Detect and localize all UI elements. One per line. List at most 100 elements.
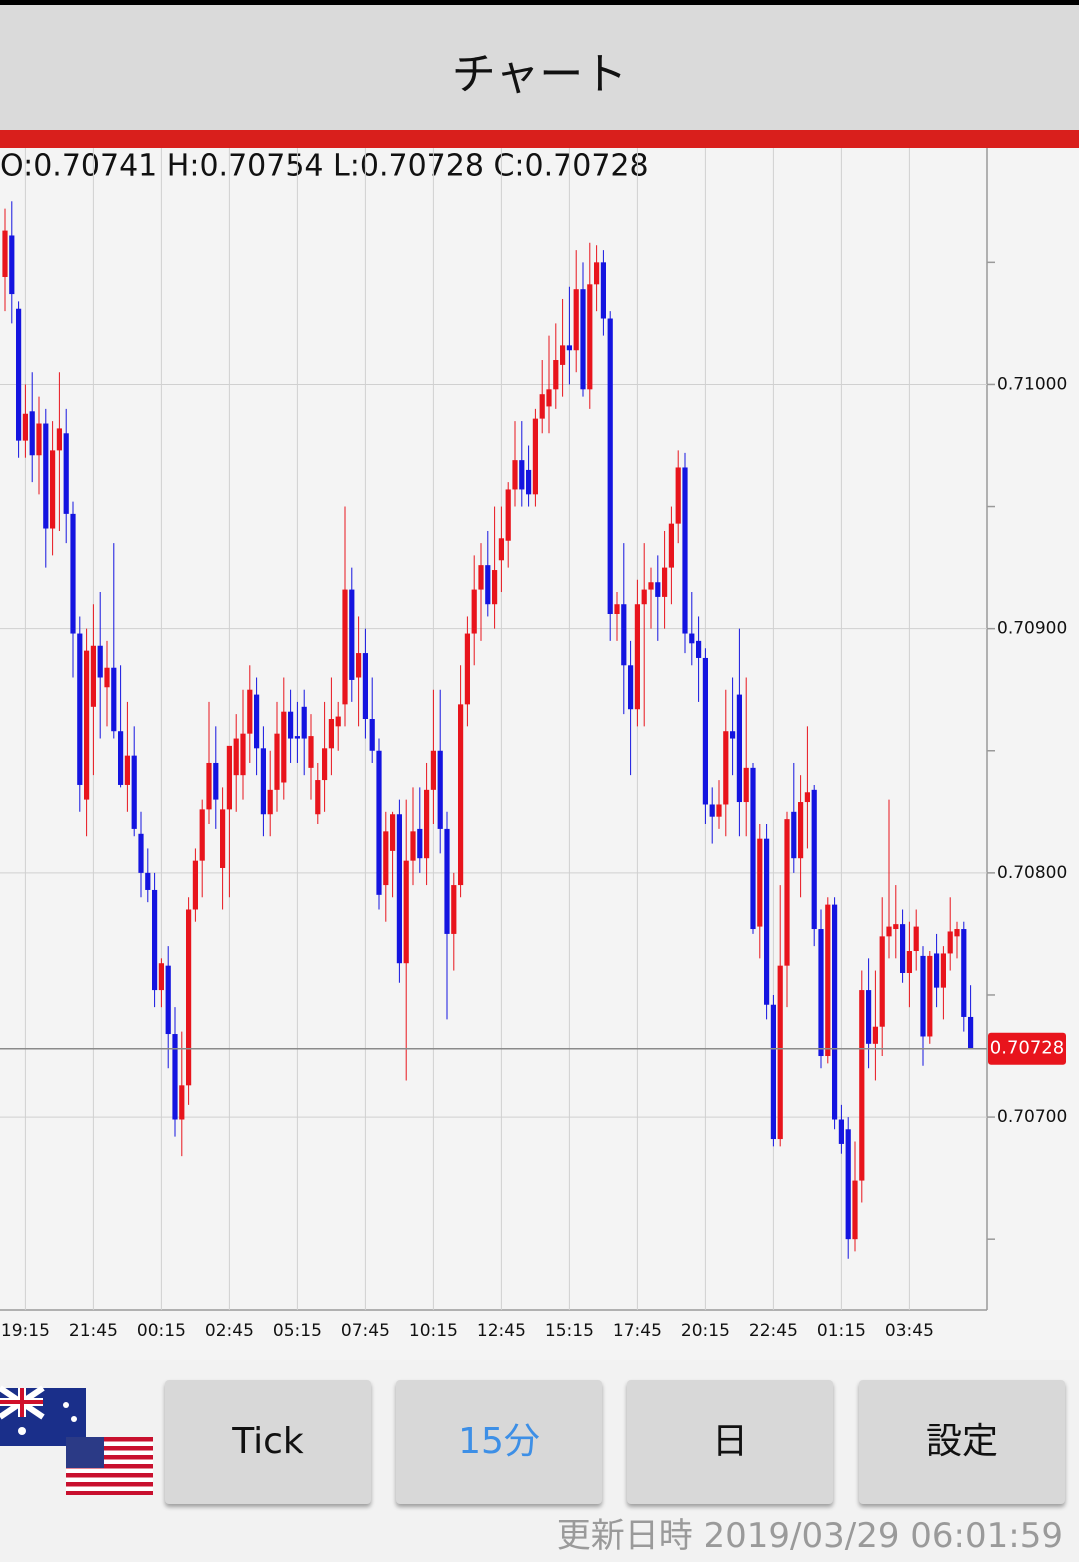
flag-stripe xyxy=(66,1464,153,1469)
chart-background xyxy=(0,148,1079,1360)
candle-body xyxy=(906,951,912,973)
candle-body xyxy=(532,418,538,495)
candle-body xyxy=(662,567,668,597)
candle-body xyxy=(866,990,872,1044)
candle-body xyxy=(274,733,280,790)
candle-body xyxy=(770,1004,776,1140)
candle-body xyxy=(818,929,824,1057)
flag-stripe xyxy=(0,1400,43,1404)
x-tick-label: 17:45 xyxy=(613,1321,662,1341)
candle-body xyxy=(927,955,933,1037)
candle-body xyxy=(376,750,382,895)
candle-body xyxy=(743,767,749,803)
candle-body xyxy=(512,460,518,490)
candle-body xyxy=(934,953,940,988)
candle-body xyxy=(566,345,572,351)
y-tick-label: 0.70800 xyxy=(997,863,1067,883)
x-tick-label: 20:15 xyxy=(681,1321,730,1341)
x-tick-label: 03:45 xyxy=(885,1321,934,1341)
flag-stripe xyxy=(66,1437,153,1442)
candle-body xyxy=(750,767,756,930)
candle-body xyxy=(403,860,409,964)
last-price-tag xyxy=(988,1032,1066,1065)
candle-body xyxy=(852,1180,858,1240)
candle-body xyxy=(335,716,341,727)
candle-body xyxy=(104,667,110,688)
candle-body xyxy=(281,711,287,783)
candle-body xyxy=(458,704,464,886)
candle-body xyxy=(179,1085,185,1120)
candle-body xyxy=(43,423,49,529)
flag-star xyxy=(18,1427,26,1435)
candle-body xyxy=(716,804,722,817)
candle-body xyxy=(220,809,226,868)
15min-button[interactable]: 15分 xyxy=(396,1380,602,1504)
candle-body xyxy=(723,731,729,805)
candle-body xyxy=(621,604,627,666)
header-title: チャート xyxy=(0,5,1079,130)
candle-body xyxy=(233,738,239,776)
us-flag xyxy=(66,1437,153,1495)
flag-star xyxy=(63,1402,69,1408)
flag-canton xyxy=(66,1437,104,1468)
x-tick-label: 07:45 xyxy=(341,1321,390,1341)
candle-body xyxy=(328,719,334,749)
candle-body xyxy=(478,565,484,590)
candle-body xyxy=(362,653,368,720)
candle-body xyxy=(492,570,498,605)
x-tick-label: 00:15 xyxy=(137,1321,186,1341)
candle-body xyxy=(947,931,953,954)
candle-body xyxy=(152,889,158,991)
tick-button[interactable]: Tick xyxy=(165,1380,371,1504)
candle-body xyxy=(56,428,62,451)
candle-body xyxy=(36,423,42,456)
flag-stripe xyxy=(66,1482,153,1487)
candle-body xyxy=(505,489,511,541)
candle-body xyxy=(192,860,198,910)
candle-body xyxy=(63,433,69,514)
candle-body xyxy=(417,828,423,859)
candle-body xyxy=(464,633,470,705)
x-tick-label: 15:15 xyxy=(545,1321,594,1341)
candle-body xyxy=(634,604,640,710)
candle-body xyxy=(546,389,552,407)
candle-body xyxy=(655,582,661,597)
x-tick-label: 02:45 xyxy=(205,1321,254,1341)
candle-body xyxy=(165,965,171,1035)
candle-body xyxy=(600,262,606,319)
candle-body xyxy=(124,755,130,785)
day-button[interactable]: 日 xyxy=(627,1380,833,1504)
candle-body xyxy=(254,694,260,749)
candle-body xyxy=(811,789,817,930)
candle-body xyxy=(648,582,654,590)
candle-body xyxy=(199,809,205,861)
candle-body xyxy=(369,719,375,751)
candle-body xyxy=(349,589,355,680)
candle-body xyxy=(798,802,804,859)
flag-star xyxy=(71,1416,77,1422)
candle-body xyxy=(954,929,960,937)
candle-body xyxy=(757,838,763,927)
candle-body xyxy=(131,755,137,829)
flag-stripe xyxy=(66,1455,153,1460)
candle-body xyxy=(294,736,300,739)
candle-body xyxy=(872,1026,878,1044)
candle-body xyxy=(913,926,919,952)
candle-body xyxy=(288,711,294,739)
flag-stripe xyxy=(66,1473,153,1478)
candle-body xyxy=(77,633,83,785)
x-tick-label: 21:45 xyxy=(69,1321,118,1341)
candle-body xyxy=(682,467,688,634)
settings-button[interactable]: 設定 xyxy=(859,1380,1065,1504)
candle-body xyxy=(526,469,532,495)
candle-body xyxy=(213,762,219,800)
candle-body xyxy=(444,828,450,934)
x-tick-label: 12:45 xyxy=(477,1321,526,1341)
candle-body xyxy=(451,885,457,934)
candle-body xyxy=(206,762,212,810)
ohlc-label: O:0.70741 H:0.70754 L:0.70728 C:0.70728 xyxy=(0,149,649,184)
candle-body xyxy=(675,467,681,524)
candle-body xyxy=(764,838,770,1005)
candle-body xyxy=(485,565,491,605)
